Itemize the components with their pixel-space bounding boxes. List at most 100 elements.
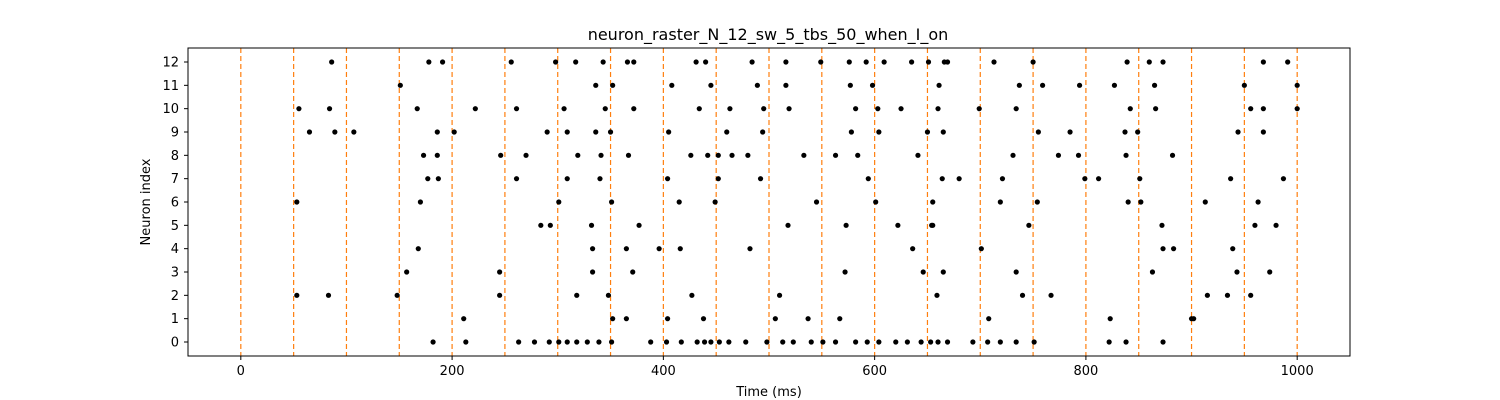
spike-point <box>1138 199 1144 205</box>
spike-point <box>1160 59 1166 65</box>
spike-point <box>843 222 849 228</box>
spike-point <box>813 199 820 205</box>
spike-point <box>508 59 514 65</box>
spike-point <box>898 106 904 112</box>
spike-point <box>593 129 599 135</box>
x-tick-label: 200 <box>440 364 465 379</box>
spike-point <box>930 222 936 228</box>
spike-point <box>935 106 941 112</box>
spike-point <box>976 106 982 112</box>
spike-point <box>1035 129 1041 135</box>
spike-point <box>745 152 751 158</box>
y-tick-label: 8 <box>171 149 179 164</box>
spike-point <box>1135 129 1141 135</box>
spike-point <box>561 106 567 112</box>
spike-point <box>574 292 580 298</box>
spike-point <box>325 292 332 298</box>
spike-point <box>648 339 654 345</box>
spike-point <box>935 339 941 345</box>
spike-point <box>588 222 595 228</box>
spike-point <box>573 59 579 65</box>
spike-point <box>805 316 811 322</box>
spike-point <box>1280 176 1287 182</box>
spike-point <box>700 316 707 322</box>
spike-point <box>1095 176 1102 182</box>
spike-point <box>909 59 915 65</box>
spike-point <box>715 176 721 182</box>
spike-point <box>978 246 984 252</box>
spike-point <box>853 106 859 112</box>
spike-point <box>876 339 882 345</box>
spike-point <box>414 106 420 112</box>
spike-point <box>516 339 522 345</box>
spike-point <box>985 339 991 345</box>
spike-point <box>776 292 783 298</box>
spike-point <box>956 176 962 182</box>
spike-point <box>1151 82 1158 88</box>
spike-point <box>1034 199 1040 205</box>
spike-point <box>904 339 910 345</box>
spike-point <box>848 129 854 135</box>
spike-point <box>712 199 718 205</box>
spike-point <box>1076 82 1083 88</box>
spike-point <box>1122 129 1128 135</box>
spike-point <box>708 339 714 345</box>
spike-point <box>761 106 767 112</box>
spike-point <box>607 129 614 135</box>
spike-point <box>1019 292 1026 298</box>
spike-point <box>666 129 672 135</box>
spike-point <box>656 246 662 252</box>
spike-point <box>986 316 992 322</box>
spike-point <box>600 59 606 65</box>
spike-point <box>754 82 760 88</box>
x-tick-label: 600 <box>862 364 887 379</box>
spike-point <box>727 106 733 112</box>
spike-point <box>910 246 916 252</box>
spike-point <box>664 176 671 182</box>
spike-point <box>1241 82 1247 88</box>
spike-point <box>1127 106 1133 112</box>
spike-point <box>1123 152 1129 158</box>
spike-point <box>869 82 876 88</box>
spike-point <box>332 129 338 135</box>
spike-point <box>780 339 786 345</box>
spike-point <box>1010 152 1016 158</box>
spike-point <box>610 316 616 322</box>
spike-point <box>1170 246 1177 252</box>
spike-point <box>1228 176 1234 182</box>
spike-point <box>818 59 824 65</box>
spike-point <box>1075 152 1082 158</box>
x-tick-label: 400 <box>651 364 676 379</box>
spike-point <box>934 292 940 298</box>
spike-point <box>991 59 997 65</box>
spike-point <box>426 59 432 65</box>
spike-point <box>920 269 926 275</box>
plot-frame <box>187 47 1351 357</box>
y-tick-label: 4 <box>171 242 179 257</box>
spike-point <box>772 316 778 322</box>
spike-point <box>609 199 615 205</box>
spike-point <box>783 82 789 88</box>
spike-point <box>589 269 596 275</box>
spike-point <box>1294 106 1300 112</box>
spike-point <box>705 152 711 158</box>
spike-point <box>1055 152 1062 158</box>
spike-point <box>696 106 702 112</box>
spike-point <box>1248 292 1254 298</box>
spike-point <box>1030 59 1036 65</box>
spike-point <box>451 129 457 135</box>
spike-point <box>497 292 503 298</box>
spike-point <box>1202 199 1208 205</box>
spike-point <box>893 339 899 345</box>
spike-point <box>1013 269 1019 275</box>
spike-point <box>726 339 732 345</box>
spike-point <box>589 246 596 252</box>
spike-point <box>1252 222 1258 228</box>
spike-point <box>624 59 631 65</box>
spike-point <box>435 176 441 182</box>
spike-point <box>864 339 870 345</box>
spike-point <box>863 59 869 65</box>
spike-point <box>425 176 431 182</box>
spike-point <box>997 339 1003 345</box>
